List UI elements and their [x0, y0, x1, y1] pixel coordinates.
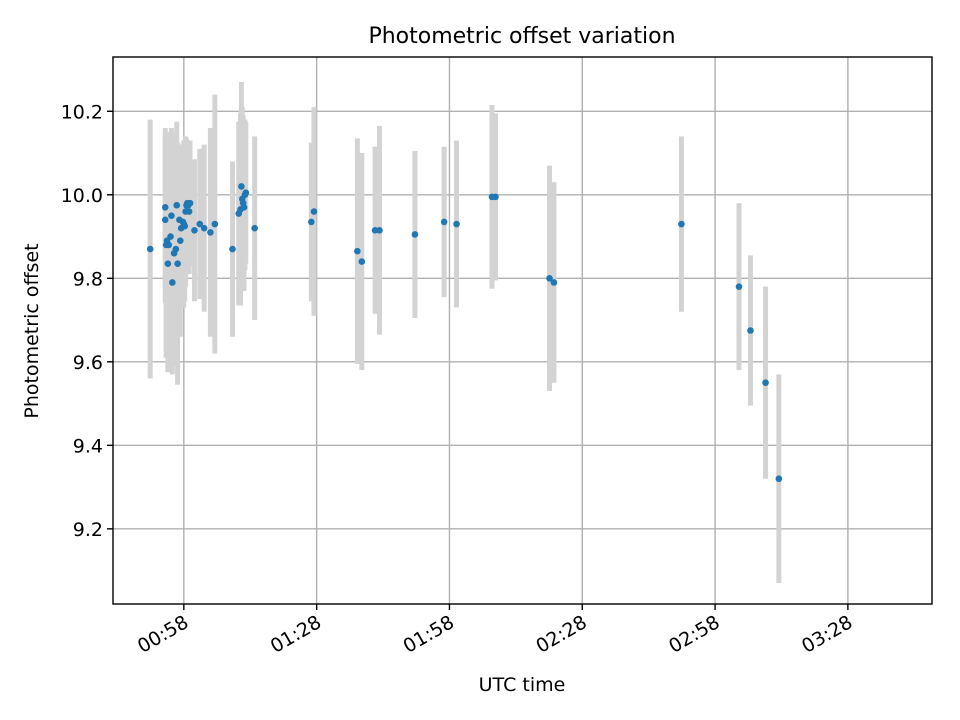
x-tick-label: 01:28 — [267, 611, 325, 657]
x-tick-label: 03:28 — [798, 611, 856, 657]
x-tick-label: 00:58 — [134, 611, 192, 657]
data-point — [168, 212, 175, 219]
data-point — [546, 275, 553, 282]
data-point — [161, 216, 169, 224]
data-point — [172, 245, 180, 253]
data-point — [735, 283, 743, 290]
data-point — [747, 327, 754, 334]
chart-title: Photometric offset variation — [368, 24, 675, 49]
data-point — [238, 183, 245, 190]
x-tick-label: 02:28 — [532, 611, 590, 657]
y-tick-label: 9.8 — [73, 268, 103, 290]
data-point — [229, 245, 236, 253]
grid — [113, 57, 932, 604]
data-point — [167, 233, 174, 240]
y-tick-label: 9.2 — [73, 519, 103, 541]
data-point — [310, 208, 318, 215]
data-point — [169, 279, 176, 286]
data-point — [251, 224, 258, 232]
data-point — [174, 260, 181, 267]
data-point — [242, 189, 250, 197]
y-tick-label: 9.4 — [73, 435, 103, 457]
data-point — [678, 220, 685, 228]
data-point — [176, 237, 184, 245]
x-axis-label: UTC time — [479, 674, 566, 696]
data-point — [240, 204, 248, 211]
data-point — [358, 258, 366, 265]
data-point — [376, 226, 383, 234]
data-point — [164, 260, 172, 267]
data-point — [200, 224, 208, 232]
data-point — [173, 201, 181, 209]
data-point — [354, 247, 361, 255]
data-point — [186, 199, 194, 207]
data-point — [492, 193, 499, 201]
x-tick-label: 01:58 — [400, 611, 458, 657]
data-point — [211, 220, 219, 228]
data-point — [191, 226, 198, 234]
data-point — [196, 220, 204, 228]
data-point — [775, 475, 783, 483]
x-tick-label: 02:58 — [665, 611, 723, 657]
y-axis-label: Photometric offset — [21, 243, 43, 418]
data-point — [453, 220, 460, 228]
y-tick-label: 10.0 — [61, 185, 103, 207]
data-point — [185, 208, 193, 215]
data-point — [207, 229, 214, 236]
data-point — [411, 231, 419, 238]
data-point — [146, 245, 154, 253]
plot-frame — [112, 56, 933, 605]
data-point — [762, 379, 769, 386]
data-points — [146, 183, 783, 483]
data-point — [440, 218, 448, 226]
data-point — [161, 204, 169, 211]
data-point — [308, 218, 315, 226]
data-point — [180, 220, 188, 228]
data-point — [165, 241, 173, 249]
y-tick-label: 10.2 — [61, 101, 103, 123]
data-point — [550, 279, 558, 286]
y-tick-label: 9.6 — [73, 352, 103, 374]
error-bars — [147, 82, 782, 584]
